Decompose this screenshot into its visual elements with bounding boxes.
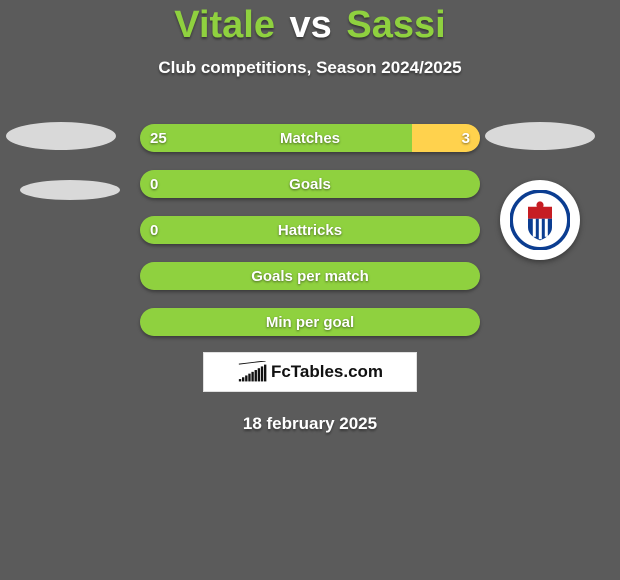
stat-bar-label: Hattricks xyxy=(140,216,480,244)
stat-bar-row: Goals0 xyxy=(140,170,480,198)
stat-bar-label: Matches xyxy=(140,124,480,152)
stat-bar-row: Min per goal xyxy=(140,308,480,336)
snapshot-date: 18 february 2025 xyxy=(0,414,620,434)
club-crest-icon xyxy=(510,190,570,250)
stat-bar-left-value: 0 xyxy=(140,170,168,198)
stat-bar-row: Hattricks0 xyxy=(140,216,480,244)
vs-separator: vs xyxy=(290,4,332,46)
fctables-watermark: FcTables.com xyxy=(203,352,417,392)
chart-area: Matches253Goals0Hattricks0Goals per matc… xyxy=(0,108,620,338)
player-left-name: Vitale xyxy=(174,4,275,46)
player-right-club-badge xyxy=(500,180,580,260)
stat-bar-left-value: 0 xyxy=(140,216,168,244)
stat-bar-right-value: 3 xyxy=(452,124,480,152)
bar-chart-icon xyxy=(237,361,269,383)
stat-bar-row: Goals per match xyxy=(140,262,480,290)
comparison-subtitle: Club competitions, Season 2024/2025 xyxy=(0,58,620,78)
stat-bar-left-value: 25 xyxy=(140,124,177,152)
fctables-text: FcTables.com xyxy=(271,362,383,382)
player-left-club-placeholder xyxy=(20,180,120,200)
comparison-title: Vitale vs Sassi xyxy=(0,0,620,44)
player-right-name: Sassi xyxy=(346,4,445,46)
player-left-photo-placeholder xyxy=(6,122,116,150)
stat-bar-label: Goals xyxy=(140,170,480,198)
player-right-photo-placeholder xyxy=(485,122,595,150)
stat-bar-row: Matches25 3 xyxy=(140,124,480,152)
stat-bar-label: Goals per match xyxy=(140,262,480,290)
stat-bar-label: Min per goal xyxy=(140,308,480,336)
stat-bars: Matches253Goals0Hattricks0Goals per matc… xyxy=(140,124,480,354)
